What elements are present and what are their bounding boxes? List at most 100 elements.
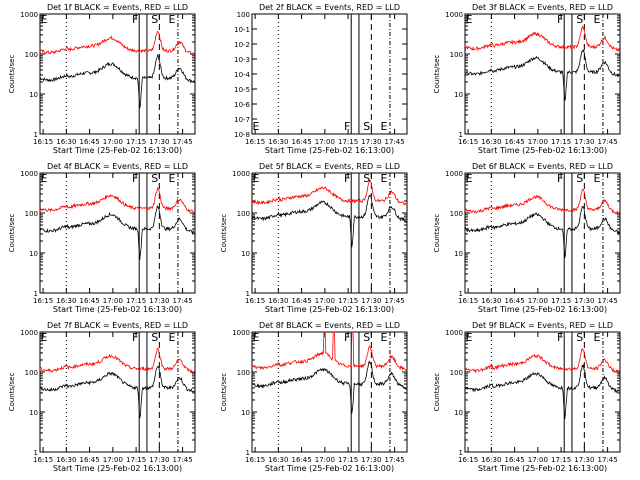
events-series-line [251,194,407,248]
x-tick-label: 16:45 [80,138,100,146]
panel-title: Det 4f BLACK = Events, RED = LLD [47,162,188,171]
x-tick-label: 16:45 [505,138,525,146]
marker-label-f: F [557,13,563,26]
plot-frame [464,13,621,135]
marker-label-e: E [168,13,175,26]
x-tick-label: 16:45 [505,456,525,464]
y-tick-label: 1 [34,449,38,457]
marker-label-e: E [593,172,600,185]
y-axis-label: Counts/sec [220,214,228,253]
plot-frame [464,172,621,294]
x-tick-label: 16:45 [80,297,100,305]
marker-label-f: F [344,120,350,133]
x-tick-label: 17:00 [528,297,548,305]
x-axis-label: Start Time (25-Feb-02 16:13:00) [478,305,607,314]
x-tick-label: 17:00 [315,138,335,146]
x-tick-label: 16:45 [505,297,525,305]
x-tick-label: 17:45 [598,297,618,305]
marker-label-e: E [380,331,387,344]
y-axis-label: Counts/sec [433,373,441,412]
events-series-line [39,366,195,419]
plot-frame [39,331,196,453]
marker-label-e: E [466,13,473,26]
y-tick-label: 10 [454,250,463,258]
y-tick-label: 10 [241,250,250,258]
marker-label-s: S [576,13,583,26]
marker-label-s: S [363,172,370,185]
x-tick-label: 17:15 [551,456,571,464]
x-tick-label: 17:45 [173,456,193,464]
events-series-line [464,49,620,101]
lld-series-line [464,25,620,53]
marker-label-e: E [253,331,260,344]
plot-frame [251,331,408,453]
marker-label-e: E [466,331,473,344]
x-tick-label: 17:45 [598,138,618,146]
y-axis-label: Counts/sec [433,214,441,253]
x-tick-label: 17:30 [574,297,594,305]
y-tick-label: 1 [34,131,38,139]
y-tick-label: 1 [459,449,463,457]
x-tick-label: 17:00 [103,297,123,305]
events-series-line [464,363,620,420]
lld-series-line [464,188,620,215]
lld-series-line [464,347,620,374]
plot-frame [39,172,196,294]
x-tick-label: 17:15 [126,456,146,464]
marker-label-s: S [151,331,158,344]
y-tick-label: 1 [459,131,463,139]
marker-label-e: E [593,13,600,26]
y-tick-label: 10-8 [234,131,250,139]
y-tick-label: 10-2 [234,41,250,49]
y-tick-label: 1000 [232,329,250,337]
marker-label-f: F [132,172,138,185]
marker-label-e: E [41,331,48,344]
y-tick-label: 1 [246,290,250,298]
x-tick-label: 16:30 [268,297,288,305]
x-tick-label: 17:15 [126,297,146,305]
panel-7: Det 7f BLACK = Events, RED = LLD 1 10 100 10… [8,321,196,473]
panel-5: Det 5f BLACK = Events, RED = LLD 1 10 100 10… [220,162,408,314]
y-tick-label: 1000 [20,170,38,178]
x-tick-label: 16:15 [33,297,53,305]
x-tick-label: 17:00 [103,456,123,464]
x-tick-label: 17:30 [361,456,381,464]
marker-label-f: F [557,331,563,344]
y-axis-label: Counts/sec [8,55,16,94]
panel-title: Det 7f BLACK = Events, RED = LLD [47,321,188,330]
x-tick-label: 17:30 [574,456,594,464]
y-tick-label: 100 [25,210,38,218]
x-tick-label: 17:45 [385,456,405,464]
panel-6: Det 6f BLACK = Events, RED = LLD 1 10 100 10… [433,162,621,314]
panel-title: Det 9f BLACK = Events, RED = LLD [472,321,613,330]
x-tick-label: 17:15 [338,138,358,146]
x-tick-label: 16:45 [292,138,312,146]
y-axis-label: Counts/sec [433,55,441,94]
y-tick-label: 1000 [445,170,463,178]
x-tick-label: 17:00 [528,456,548,464]
x-tick-label: 16:30 [268,138,288,146]
x-tick-label: 17:45 [598,456,618,464]
lld-series-line [251,331,407,371]
x-tick-label: 17:30 [149,138,169,146]
marker-label-s: S [363,331,370,344]
x-tick-label: 16:15 [245,456,265,464]
marker-label-s: S [151,172,158,185]
y-tick-label: 100 [237,369,250,377]
panel-2: Det 2f BLACK = Events, RED = LLD 10-8 10-7… [234,3,408,155]
marker-label-e: E [253,120,260,133]
x-tick-label: 17:00 [103,138,123,146]
y-tick-label: 1 [246,449,250,457]
panel-4: Det 4f BLACK = Events, RED = LLD 1 10 100 10… [8,162,196,314]
y-tick-label: 10 [29,409,38,417]
events-series-line [40,53,195,109]
marker-label-e: E [253,172,260,185]
x-tick-label: 16:45 [292,297,312,305]
y-tick-label: 10-5 [234,86,250,94]
x-tick-label: 17:45 [385,138,405,146]
x-tick-label: 16:30 [56,456,76,464]
plot-frame [251,13,408,135]
x-tick-label: 17:15 [338,297,358,305]
x-tick-label: 17:45 [385,297,405,305]
marker-label-f: F [557,172,563,185]
